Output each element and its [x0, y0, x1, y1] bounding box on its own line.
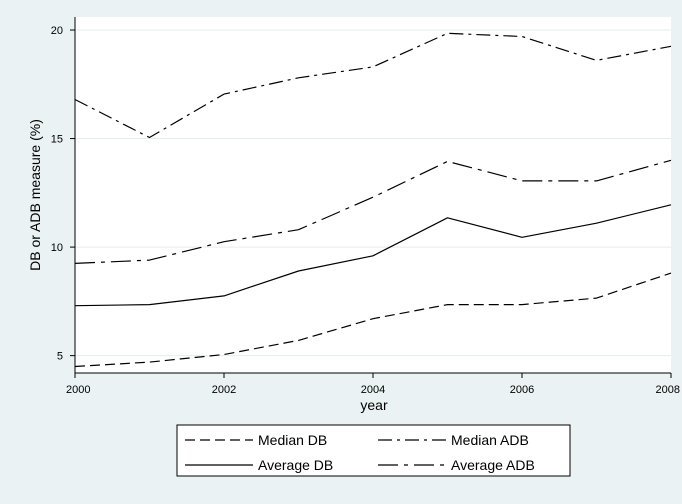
x-tick-label: 2006 — [510, 384, 534, 396]
series-line-median-db — [74, 272, 672, 368]
legend-label: Average DB — [258, 457, 333, 473]
series-line-median-adb — [74, 32, 672, 139]
series-line-average-adb — [74, 159, 672, 264]
plot-area — [75, 17, 671, 373]
legend-box — [176, 424, 571, 477]
legend-label: Median ADB — [451, 432, 529, 448]
y-tick-label: 15 — [51, 134, 63, 146]
axes: 5 10 15 20 2000 2002 2004 2006 2008 — [51, 17, 680, 396]
legend: Median DB Median ADB Average DB Average ADB — [176, 424, 571, 477]
y-tick-label: 20 — [51, 25, 63, 37]
x-tick-label: 2008 — [656, 384, 680, 396]
grid-lines — [75, 29, 671, 357]
legend-label: Average ADB — [451, 457, 535, 473]
series-lines — [74, 32, 672, 368]
series-line-average-db — [74, 204, 672, 307]
x-tick-label: 2002 — [212, 384, 236, 396]
x-axis-label: year — [360, 397, 388, 413]
y-tick-label: 5 — [57, 351, 63, 363]
x-tick-label: 2000 — [66, 384, 90, 396]
y-tick-label: 10 — [51, 242, 63, 254]
x-tick-label: 2004 — [361, 384, 385, 396]
y-axis-label: DB or ADB measure (%) — [27, 119, 43, 271]
legend-label: Median DB — [258, 432, 327, 448]
